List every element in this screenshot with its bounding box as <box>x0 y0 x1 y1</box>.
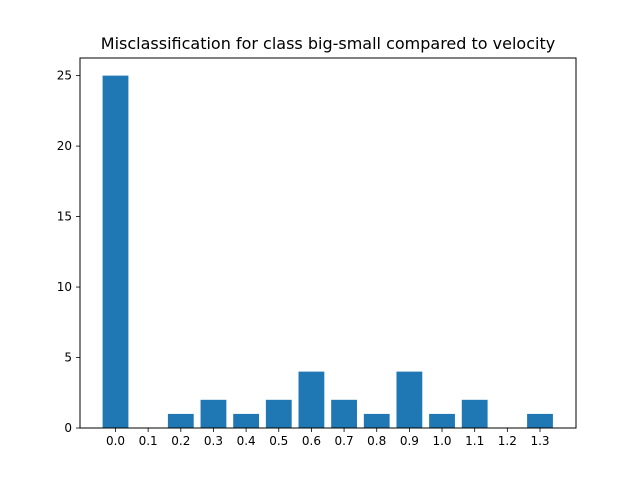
bar-1.1 <box>461 399 488 428</box>
x-tick-label: 0.7 <box>335 434 354 448</box>
bar-1.0 <box>429 413 455 428</box>
y-tick-label: 20 <box>57 139 72 153</box>
bar-0.2 <box>167 413 194 428</box>
bar-1.3 <box>527 413 553 428</box>
x-tick-label: 0.1 <box>139 434 158 448</box>
x-tick-label: 0.0 <box>106 434 125 448</box>
x-tick-label: 1.3 <box>530 434 549 448</box>
x-tick-label: 0.8 <box>367 434 386 448</box>
bar-0.4 <box>233 413 260 428</box>
y-tick-label: 10 <box>57 280 72 294</box>
bar-0.7 <box>331 399 357 428</box>
bar-0.9 <box>396 371 423 428</box>
x-tick-label: 0.2 <box>171 434 190 448</box>
y-axis: 0 5 10 15 20 25 <box>57 69 80 435</box>
y-tick-label: 0 <box>64 421 72 435</box>
y-tick-label: 5 <box>64 351 72 365</box>
x-axis: 0.0 0.1 0.2 0.3 0.4 0.5 0.6 0.7 0.8 0.9 1.0 1.1 1.2 1… <box>106 428 550 448</box>
x-tick-label: 0.6 <box>302 434 321 448</box>
x-tick-label: 1.2 <box>498 434 517 448</box>
plot-frame <box>79 57 577 429</box>
x-tick-label: 0.9 <box>400 434 419 448</box>
x-tick-label: 1.1 <box>465 434 484 448</box>
bar-0.3 <box>200 399 227 428</box>
x-tick-label: 0.5 <box>269 434 288 448</box>
bar-0.5 <box>265 399 292 428</box>
bar-0.6 <box>298 371 325 428</box>
x-tick-label: 0.3 <box>204 434 223 448</box>
y-tick-label: 15 <box>57 210 72 224</box>
y-tick-label: 25 <box>57 69 72 83</box>
bar-0.0 <box>102 75 129 429</box>
x-tick-label: 0.4 <box>237 434 256 448</box>
bar-0.8 <box>363 413 390 428</box>
x-tick-label: 1.0 <box>432 434 451 448</box>
bars-group <box>102 75 553 429</box>
chart-title: Misclassification for class big-small co… <box>101 34 555 53</box>
